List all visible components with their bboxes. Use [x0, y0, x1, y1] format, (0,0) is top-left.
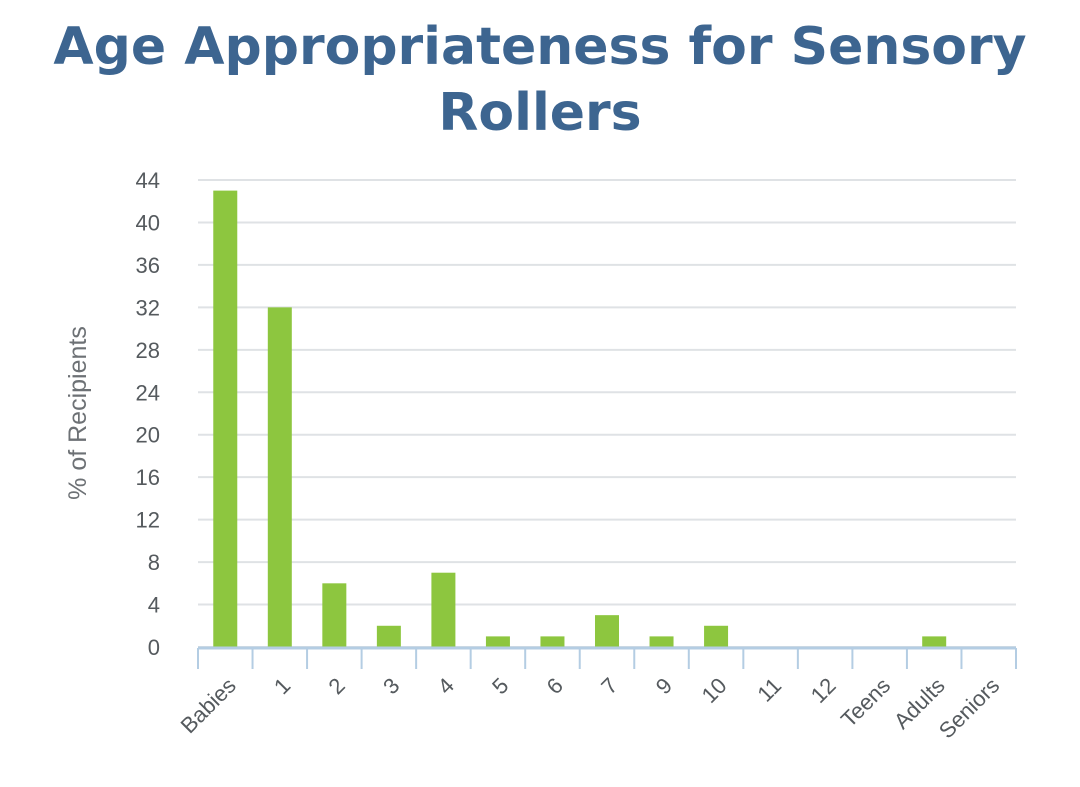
- x-tick-label: 9: [651, 673, 677, 699]
- y-tick-label: 16: [136, 465, 160, 490]
- y-tick-label: 8: [148, 550, 160, 575]
- x-tick-label: 4: [433, 673, 459, 699]
- gridlines: [198, 179, 1016, 648]
- y-axis-label: % of Recipients: [64, 326, 92, 500]
- bar-1: [267, 307, 292, 647]
- bar-6: [540, 636, 565, 647]
- x-tick-label: 7: [596, 673, 622, 699]
- bar-babies: [213, 190, 238, 647]
- x-tick-label: 3: [378, 673, 404, 699]
- x-tick-label: 6: [542, 673, 568, 699]
- y-tick-label: 44: [136, 168, 160, 193]
- y-tick-label: 4: [148, 593, 160, 618]
- y-tick-label: 40: [136, 210, 160, 235]
- x-tick-label: 10: [697, 673, 732, 708]
- y-tick-label: 32: [136, 295, 160, 320]
- chart-title: Age Appropriateness for Sensory Rollers: [53, 17, 1027, 143]
- y-tick-label: 28: [136, 338, 160, 363]
- x-tick-label: 5: [487, 673, 513, 699]
- bar-3: [376, 625, 401, 647]
- bar-7: [595, 615, 619, 647]
- y-tick-labels: 0 4 8 12 16 20 24 28 32 36 40 44: [136, 168, 160, 660]
- x-tick-label: 11: [752, 673, 786, 707]
- y-tick-label: 36: [136, 253, 160, 278]
- bar-4: [431, 572, 456, 647]
- x-tick-label: 2: [324, 673, 350, 699]
- y-tick-label: 24: [136, 380, 160, 405]
- bar-10: [704, 625, 729, 647]
- y-tick-label: 0: [148, 635, 160, 660]
- x-tick-label: Teens: [836, 673, 895, 732]
- bar-5: [485, 636, 510, 647]
- y-tick-label: 12: [136, 508, 160, 533]
- bar-9: [649, 636, 674, 647]
- x-axis: [197, 646, 1017, 669]
- y-tick-label: 20: [136, 423, 160, 448]
- bar-2: [322, 583, 347, 647]
- x-tick-label: Seniors: [934, 673, 1004, 743]
- x-tick-label: Babies: [176, 673, 241, 738]
- x-tick-label: 12: [806, 673, 841, 708]
- x-tick-label: 1: [269, 673, 295, 699]
- bar-adults: [922, 636, 947, 647]
- bars: [213, 190, 947, 647]
